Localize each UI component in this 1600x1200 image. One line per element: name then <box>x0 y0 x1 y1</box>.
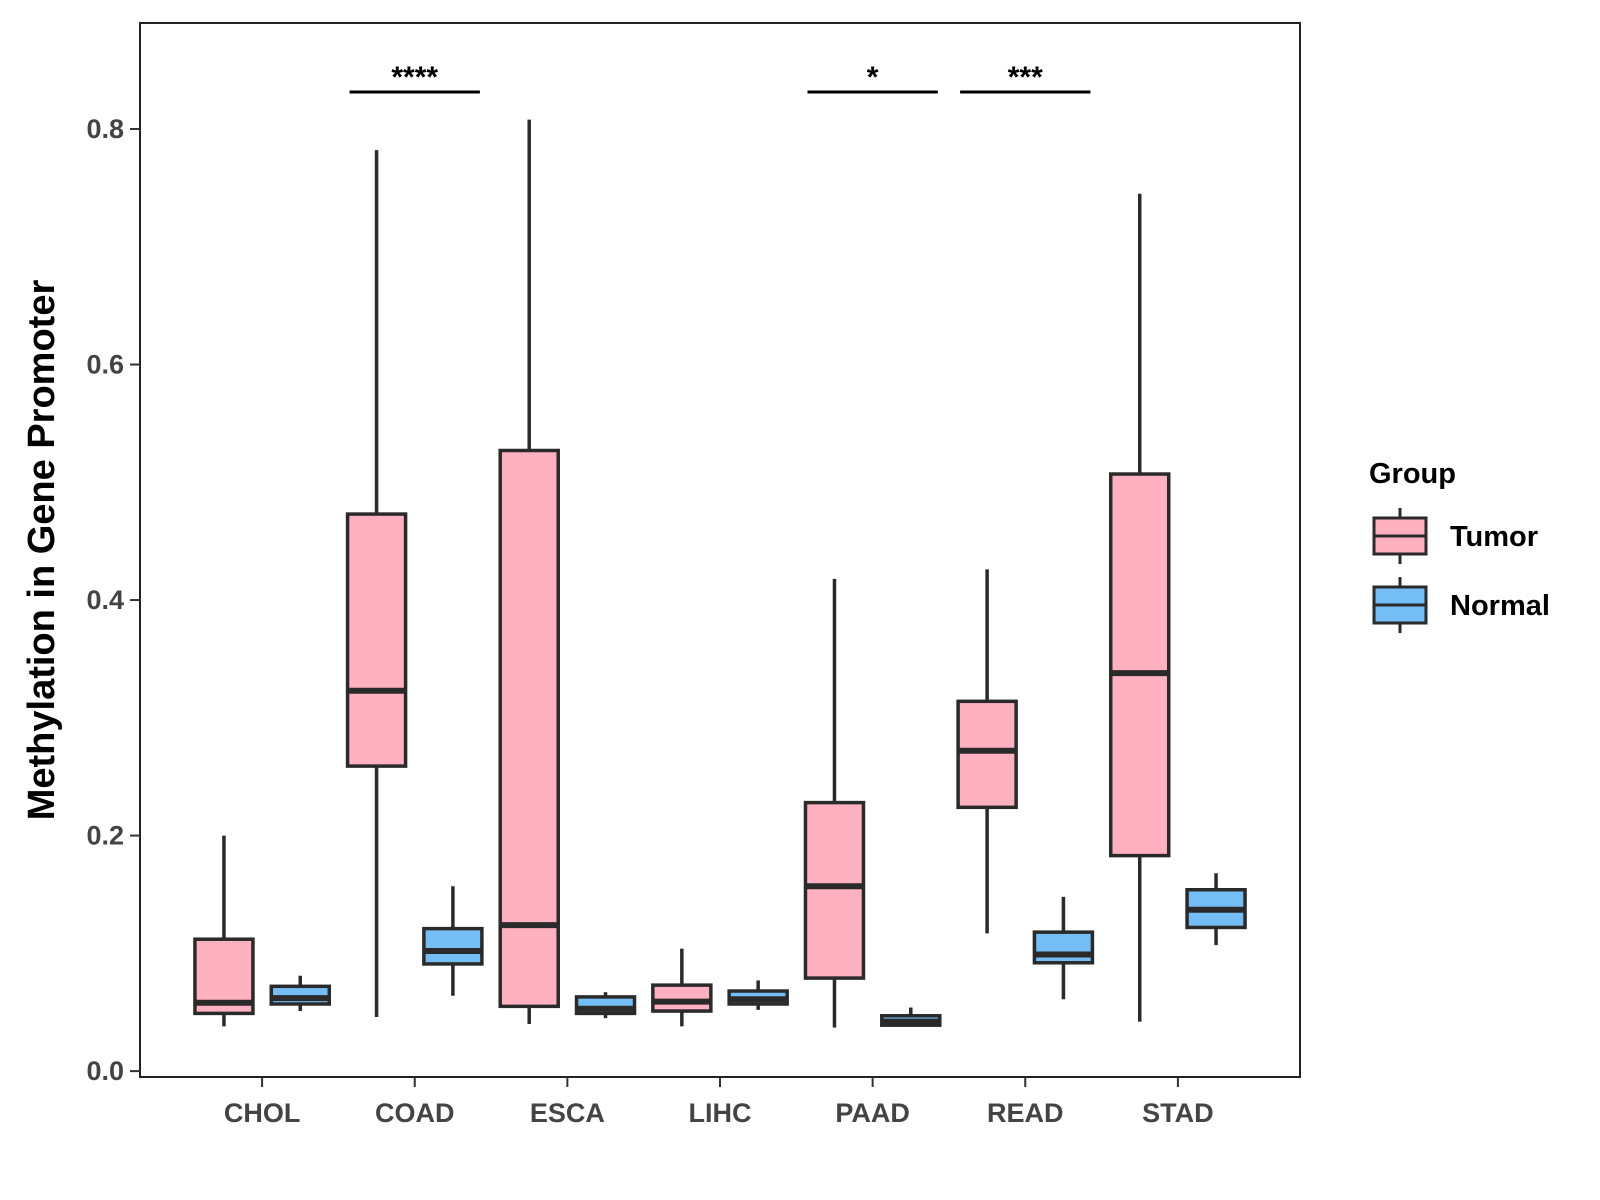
y-tick-label: 0.8 <box>86 114 124 144</box>
y-axis: 0.0 0.2 0.4 0.6 0.8 <box>86 114 140 1086</box>
significance-label: **** <box>391 61 438 94</box>
x-tick-label: STAD <box>1142 1098 1214 1128</box>
box-esca-normal <box>574 992 637 1019</box>
box-read-normal <box>1032 896 1095 1000</box>
legend-title: Group <box>1369 458 1456 490</box>
box-iqr <box>803 800 866 980</box>
y-tick-label: 0.4 <box>86 585 124 615</box>
box-stad-normal <box>1185 873 1247 946</box>
significance-label: * <box>867 61 879 94</box>
box-iqr <box>1032 930 1095 965</box>
y-tick-label: 0.6 <box>86 350 124 380</box>
y-axis-title: Methylation in Gene Promoter <box>21 280 63 821</box>
x-tick-label: PAAD <box>835 1098 910 1128</box>
legend-label: Normal <box>1450 590 1550 622</box>
x-tick-label: READ <box>987 1098 1064 1128</box>
legend-entry-normal: Normal <box>1372 577 1550 633</box>
box-iqr <box>498 448 560 1009</box>
x-tick-label: COAD <box>375 1098 455 1128</box>
box-chol-tumor <box>193 835 255 1027</box>
box-iqr <box>1108 472 1171 858</box>
legend-label: Tumor <box>1450 521 1538 553</box>
box-lihc-tumor <box>651 948 713 1027</box>
x-tick-label: CHOL <box>224 1098 301 1128</box>
significance-coad: **** <box>349 61 480 94</box>
box-paad-tumor <box>803 578 866 1028</box>
x-tick-label: ESCA <box>530 1098 605 1128</box>
box-chol-normal <box>269 975 332 1012</box>
box-coad-tumor <box>345 150 408 1017</box>
legend: Group Tumor Normal <box>1369 458 1550 633</box>
box-coad-normal <box>422 886 484 996</box>
box-paad-normal <box>880 1007 942 1027</box>
y-tick-label: 0.0 <box>86 1056 124 1086</box>
box-iqr <box>345 512 408 768</box>
box-iqr <box>422 926 484 966</box>
boxes-layer <box>193 119 1247 1028</box>
box-read-tumor <box>956 569 1018 934</box>
significance-layer: **** * *** <box>349 61 1091 94</box>
box-esca-tumor <box>498 119 560 1025</box>
significance-read: *** <box>960 61 1091 94</box>
x-tick-label: LIHC <box>689 1098 752 1128</box>
significance-paad: * <box>807 61 938 94</box>
legend-entry-tumor: Tumor <box>1372 508 1538 564</box>
box-iqr <box>956 699 1018 810</box>
box-stad-tumor <box>1108 193 1171 1022</box>
x-axis: CHOL COAD ESCA LIHC PAAD READ STAD <box>224 1077 1214 1128</box>
y-tick-label: 0.2 <box>86 821 124 851</box>
significance-label: *** <box>1008 61 1043 94</box>
box-iqr <box>651 983 713 1013</box>
box-lihc-normal <box>727 980 789 1010</box>
